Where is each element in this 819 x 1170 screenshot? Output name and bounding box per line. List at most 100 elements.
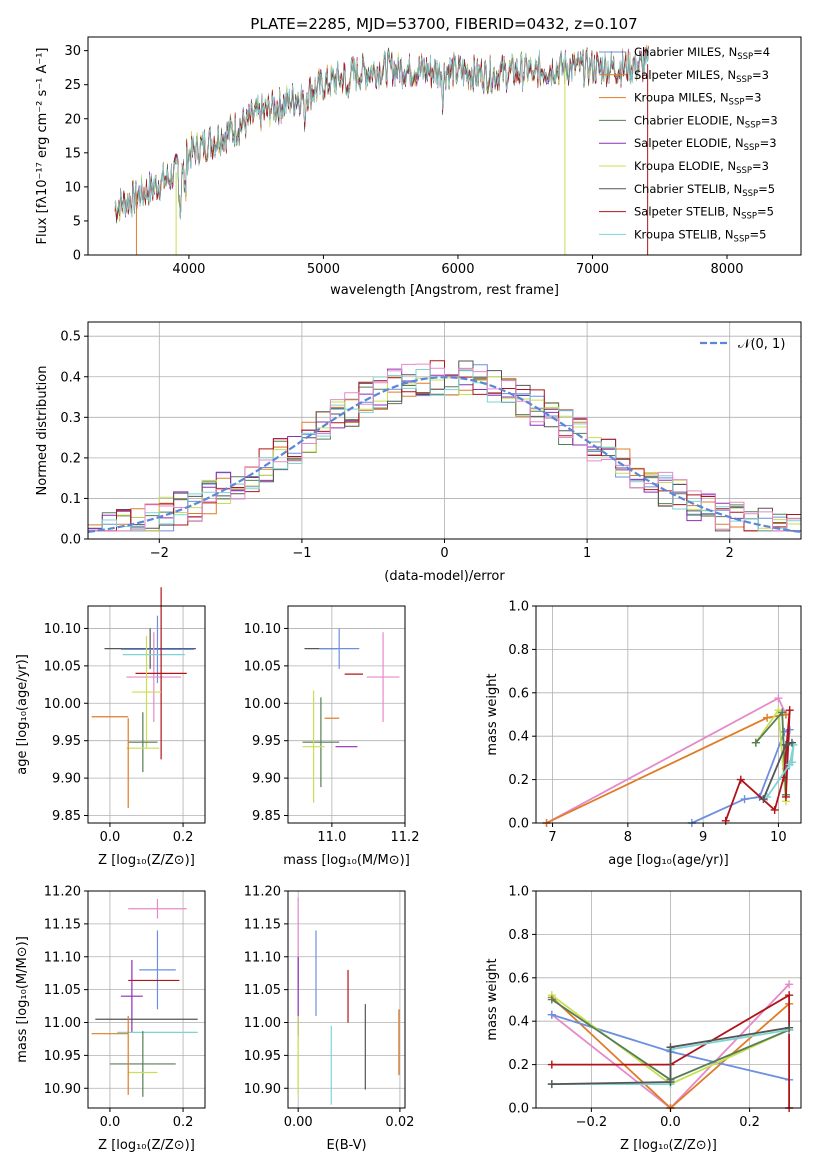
plot-area bbox=[297, 897, 400, 1105]
x-tick-label: −2 bbox=[150, 546, 169, 561]
y-tick-label: 0.4 bbox=[60, 370, 81, 385]
y-tick-label: 10.00 bbox=[44, 697, 81, 712]
y-tick-label: 0.4 bbox=[508, 730, 529, 745]
y-tick-label: 5 bbox=[73, 214, 81, 229]
y-tick-label: 0.6 bbox=[508, 971, 529, 986]
axes-frame: 0.0 0.2 9.85 9.90 9.95 10.00 10.05 10.10 Z [log₁… bbox=[15, 605, 206, 868]
legend-label: Salpeter STELIB, NSSP=5 bbox=[634, 205, 774, 222]
x-tick-label: 7 bbox=[548, 830, 556, 845]
x-tick-label: 0.02 bbox=[385, 1115, 414, 1130]
plus-marker bbox=[740, 795, 749, 804]
legend-tail: =5 bbox=[749, 227, 766, 241]
figure-title: PLATE=2285, MJD=53700, FIBERID=0432, z=0… bbox=[250, 15, 637, 33]
axes-frame: −0.2 0.0 0.2 0.0 0.2 0.4 0.6 0.8 1.0 Z [log₁₀(Z/Z… bbox=[485, 885, 802, 1153]
y-tick-label: 0.2 bbox=[508, 773, 529, 788]
legend-tail: =5 bbox=[757, 205, 774, 219]
x-tick-label: 11.0 bbox=[317, 830, 346, 845]
y-tick-label: 0.8 bbox=[508, 643, 529, 658]
x-axis-label: Z [log₁₀(Z/Z⊙)] bbox=[620, 1138, 717, 1153]
y-tick-label: 9.90 bbox=[252, 772, 281, 787]
axes-box bbox=[535, 890, 802, 1109]
y-tick-label: 11.10 bbox=[244, 950, 281, 965]
y-tick-label: 11.15 bbox=[244, 917, 281, 932]
axes-frame: 4000 5000 6000 7000 8000 0 5 10 15 20 25 30 waveleng… bbox=[35, 36, 802, 298]
x-tick-label: −0.2 bbox=[576, 1115, 608, 1130]
y-tick-label: 11.05 bbox=[244, 983, 281, 998]
plus-marker bbox=[666, 1043, 675, 1052]
y-tick-label: 11.10 bbox=[44, 950, 81, 965]
plus-marker bbox=[785, 706, 794, 715]
x-tick-label: 8000 bbox=[710, 262, 743, 277]
y-tick-label: 0.6 bbox=[508, 686, 529, 701]
y-tick-label: 20 bbox=[64, 112, 81, 127]
x-axis-label: wavelength [Angstrom, rest frame] bbox=[330, 283, 559, 298]
y-tick-label: 9.95 bbox=[252, 734, 281, 749]
plus-marker bbox=[666, 1077, 675, 1086]
x-axis-label: age [log₁₀(age/yr)] bbox=[608, 853, 729, 868]
y-tick-label: 25 bbox=[64, 78, 81, 93]
x-tick-label: 11.2 bbox=[391, 830, 420, 845]
x-tick-label: 0.0 bbox=[100, 830, 121, 845]
weight-line-salpeter-stelib bbox=[551, 993, 790, 1108]
panel-residuals: −2 −1 0 1 2 0.0 0.1 0.2 0.3 0.4 0.5 (data-model)/er… bbox=[35, 321, 802, 584]
legend-tail: =4 bbox=[753, 45, 770, 59]
y-tick-label: 0.2 bbox=[508, 1058, 529, 1073]
legend-label: Salpeter ELODIE, NSSP=3 bbox=[634, 136, 777, 153]
plus-marker bbox=[785, 1023, 794, 1032]
panel-weight-vs-Z: −0.2 0.0 0.2 0.0 0.2 0.4 0.6 0.8 1.0 Z [log₁₀(Z/Z… bbox=[485, 885, 802, 1153]
y-tick-label: 0.3 bbox=[60, 411, 81, 426]
x-axis-label: E(B-V) bbox=[326, 1138, 366, 1153]
y-axis-label: mass [log₁₀(M/M⊙)] bbox=[15, 936, 30, 1063]
y-tick-label: 10.10 bbox=[244, 622, 281, 637]
legend-label: 𝒩(0, 1) bbox=[738, 337, 785, 352]
y-tick-label: 10.95 bbox=[44, 1049, 81, 1064]
legend-label: Chabrier ELODIE, NSSP=3 bbox=[634, 113, 778, 130]
legend-tail: =3 bbox=[760, 136, 777, 150]
spectrum-line-kroupa-stelib bbox=[114, 49, 649, 220]
y-tick-label: 10.05 bbox=[244, 659, 281, 674]
legend-label: Salpeter MILES, NSSP=3 bbox=[634, 68, 769, 85]
legend-label: Chabrier MILES, NSSP=4 bbox=[634, 45, 770, 62]
y-tick-label: 0 bbox=[73, 249, 81, 264]
plus-marker bbox=[770, 805, 779, 814]
plus-marker bbox=[774, 694, 783, 703]
y-tick-label: 10 bbox=[64, 180, 81, 195]
plus-marker bbox=[781, 792, 790, 801]
legend-label: Chabrier STELIB, NSSP=5 bbox=[634, 182, 775, 199]
plus-marker bbox=[787, 738, 796, 747]
y-tick-label: 30 bbox=[64, 44, 81, 59]
x-axis-label: Z [log₁₀(Z/Z⊙)] bbox=[98, 853, 195, 868]
axes-frame: 0.00 0.02 10.90 10.95 11.00 11.05 11.10 11.15 11… bbox=[244, 885, 415, 1154]
y-tick-label: 9.95 bbox=[52, 734, 81, 749]
plus-marker bbox=[759, 795, 768, 804]
x-tick-label: 9 bbox=[699, 830, 707, 845]
y-tick-label: 10.05 bbox=[44, 659, 81, 674]
y-tick-label: 0.8 bbox=[508, 928, 529, 943]
y-tick-label: 0.1 bbox=[60, 492, 81, 507]
plus-marker bbox=[781, 740, 790, 749]
plot-area bbox=[302, 628, 400, 803]
y-tick-label: 15 bbox=[64, 146, 81, 161]
y-tick-label: 10.90 bbox=[44, 1082, 81, 1097]
y-tick-label: 0.5 bbox=[60, 330, 81, 345]
y-tick-label: 0.0 bbox=[60, 533, 81, 548]
y-tick-label: 11.20 bbox=[44, 885, 81, 900]
legend-subscript: SSP bbox=[734, 234, 750, 244]
legend-tail: =3 bbox=[752, 68, 769, 82]
y-tick-label: 10.90 bbox=[244, 1082, 281, 1097]
x-tick-label: 2 bbox=[726, 546, 734, 561]
y-tick-label: 11.00 bbox=[244, 1016, 281, 1031]
legend-label: Kroupa ELODIE, NSSP=3 bbox=[634, 159, 769, 176]
y-tick-label: 11.15 bbox=[44, 917, 81, 932]
y-axis-label: mass weight bbox=[485, 958, 500, 1040]
plus-marker bbox=[547, 1010, 556, 1019]
x-tick-label: 5000 bbox=[307, 262, 340, 277]
y-tick-label: 9.85 bbox=[252, 809, 281, 824]
y-tick-label: 10.00 bbox=[244, 697, 281, 712]
x-tick-label: 6000 bbox=[441, 262, 474, 277]
x-tick-label: 0.2 bbox=[739, 1115, 760, 1130]
plus-marker bbox=[547, 995, 556, 1004]
y-tick-label: 11.05 bbox=[44, 983, 81, 998]
weight-line-chabrier-stelib bbox=[551, 1026, 790, 1085]
x-tick-label: 10 bbox=[770, 830, 787, 845]
